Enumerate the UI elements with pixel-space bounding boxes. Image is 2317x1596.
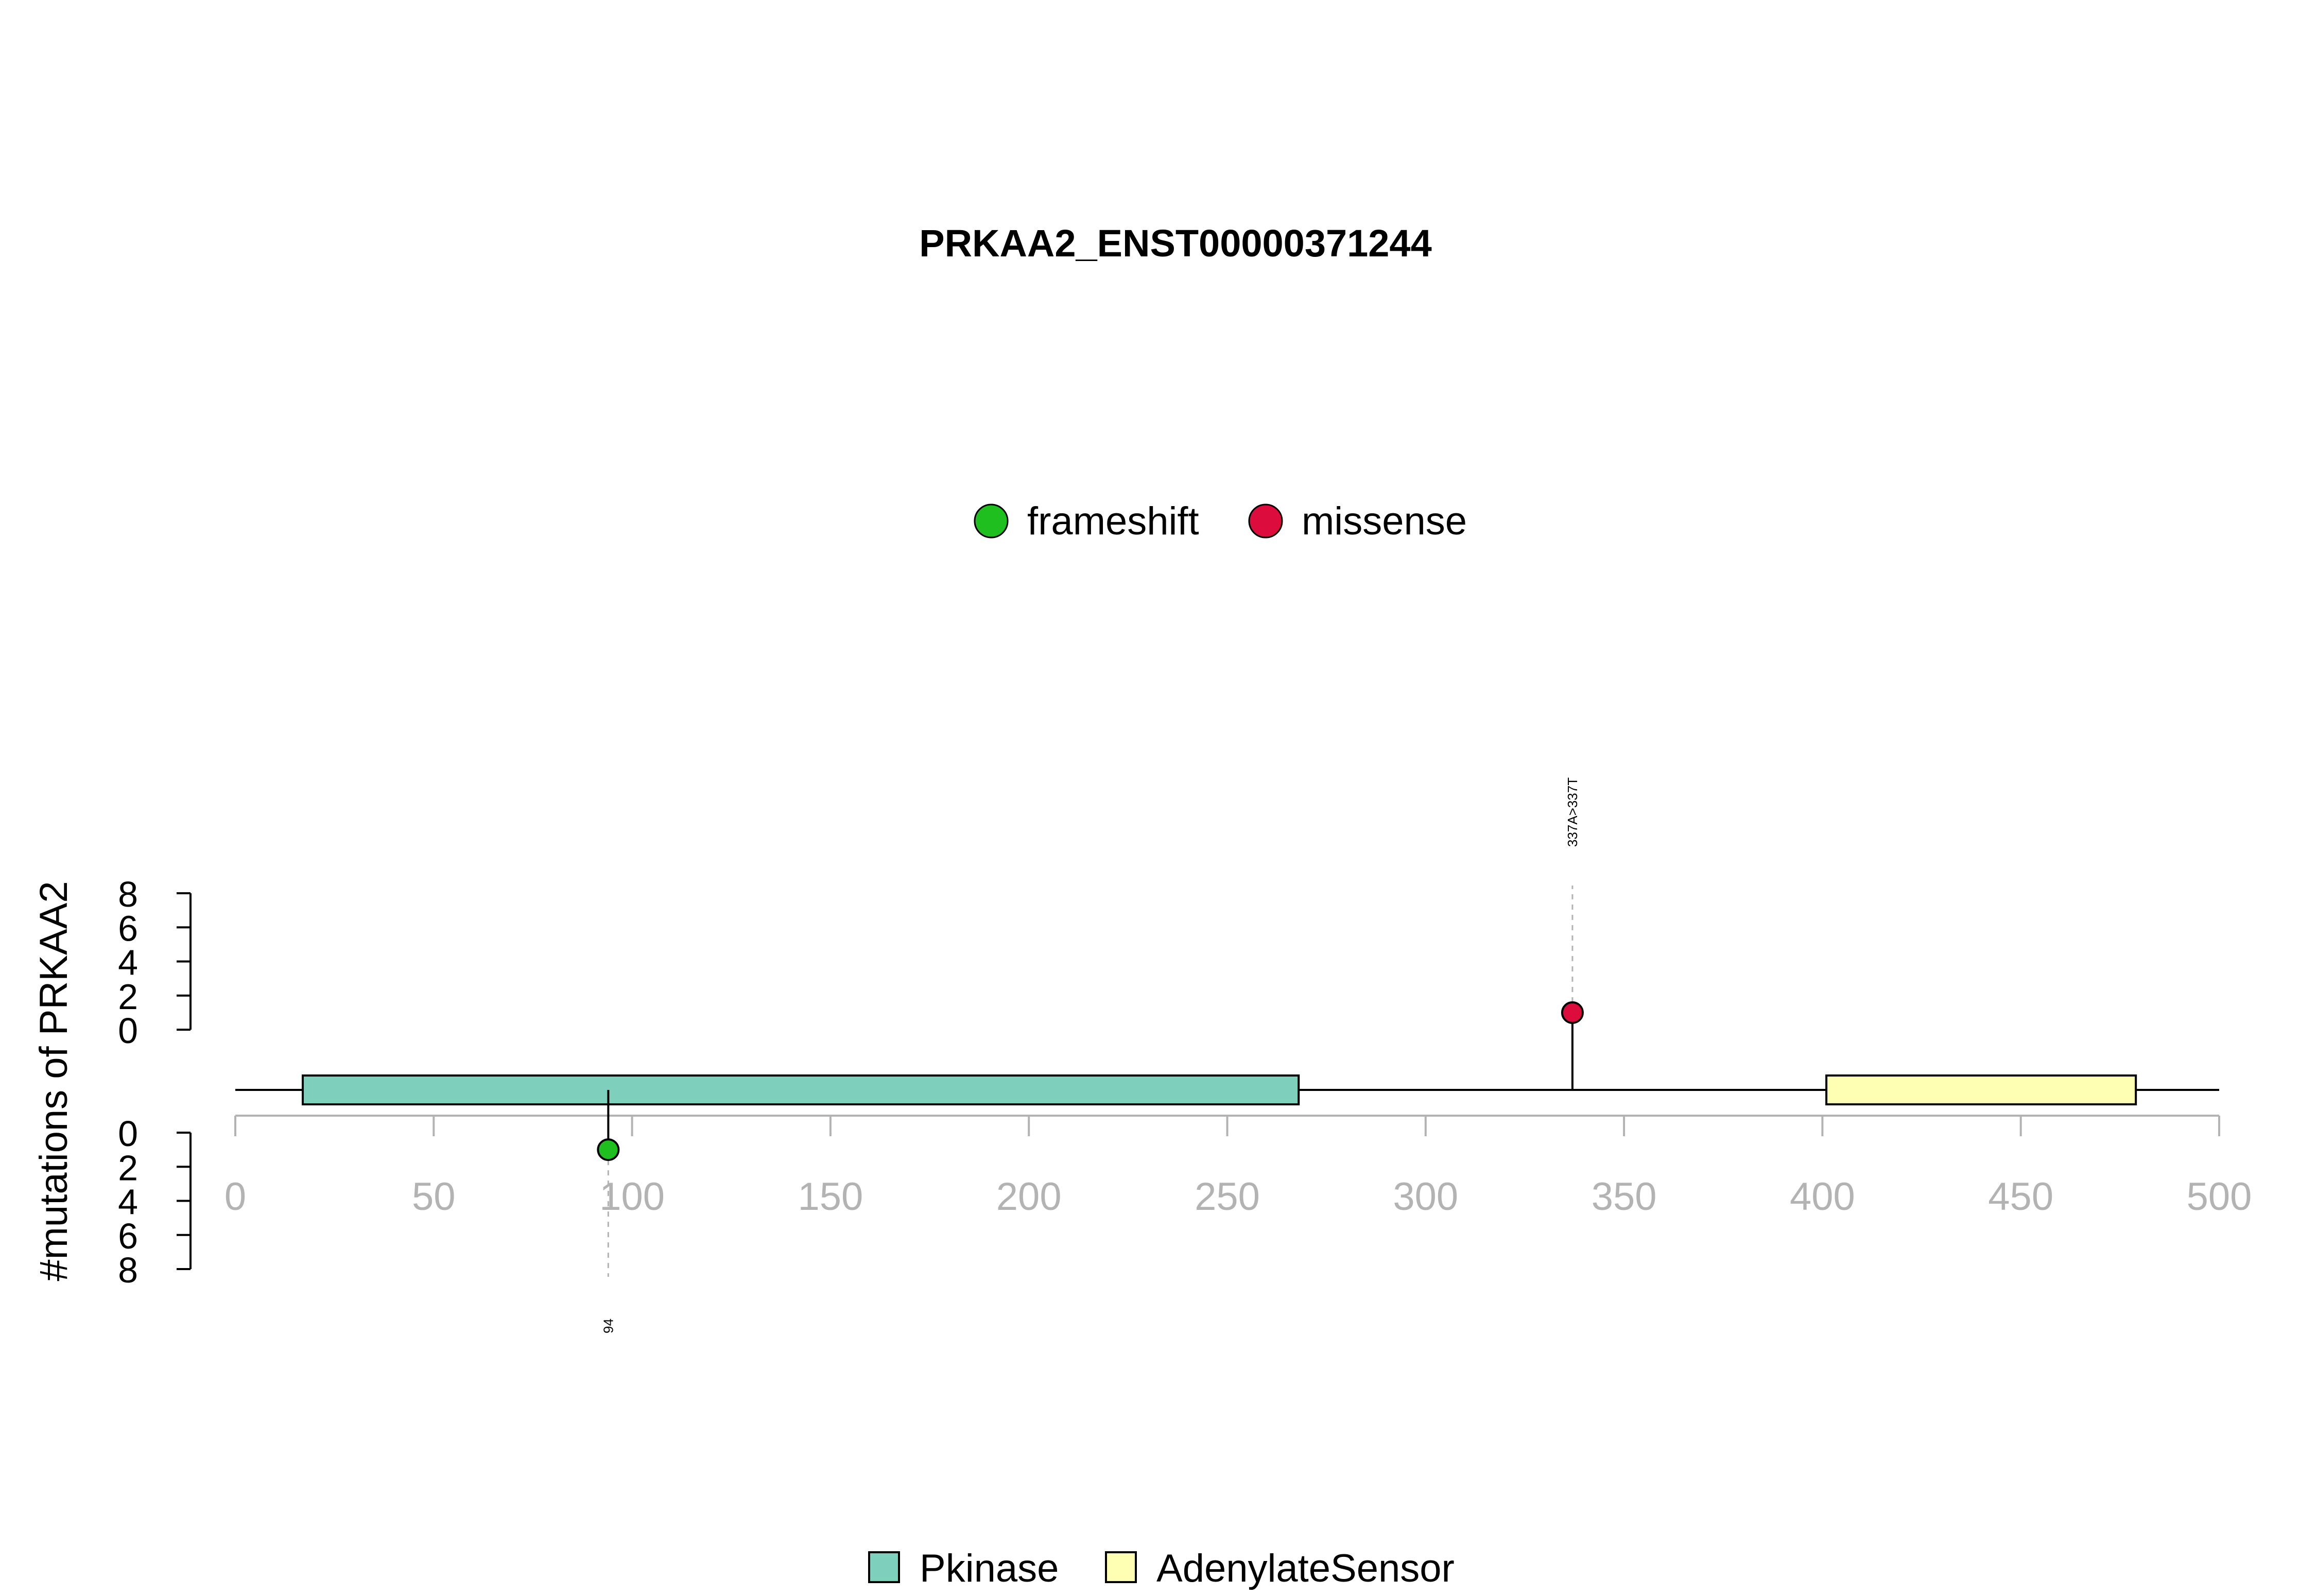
x-tick-label-0: 0 [224, 1175, 246, 1219]
y-tick-label-lower-6: 6 [118, 1216, 138, 1256]
legend-missense-label: missense [1302, 499, 1467, 543]
x-tick-label-150: 150 [798, 1175, 863, 1219]
mutation-label-94: 94 [600, 1319, 616, 1333]
legend-missense-marker [1248, 504, 1283, 539]
legend-frameshift-label: frameshift [1027, 499, 1199, 543]
y-tick-label-lower-0: 0 [118, 1114, 138, 1154]
mutation-94: 94 [597, 1090, 620, 1333]
x-tick-label-100: 100 [599, 1175, 665, 1219]
domain-legend: Pkinase AdenylateSensor [868, 1547, 1455, 1590]
y-tick-label-lower-2: 2 [118, 1148, 138, 1188]
x-tick-label-300: 300 [1393, 1175, 1458, 1219]
y-tick-label-upper-0: 0 [118, 1011, 138, 1051]
chart-title: PRKAA2_ENST00000371244 [919, 222, 1432, 265]
mutation-lollipops: 94 337A>337T [597, 777, 1584, 1333]
x-tick-label-250: 250 [1195, 1175, 1260, 1219]
mutation-label-337: 337A>337T [1565, 777, 1580, 847]
y-tick-label-lower-8: 8 [118, 1250, 138, 1290]
legend-frameshift-marker [974, 504, 1009, 539]
mutation-head-337 [1561, 1001, 1584, 1024]
domain-Pkinase [302, 1074, 1300, 1105]
x-tick-label-350: 350 [1592, 1175, 1657, 1219]
mutation-head-94 [597, 1138, 620, 1161]
y-tick-label-upper-2: 2 [118, 977, 138, 1017]
y-tick-label-lower-4: 4 [118, 1182, 138, 1222]
y-tick-label-upper-4: 4 [118, 943, 138, 983]
x-tick-label-50: 50 [412, 1175, 456, 1219]
mutation-legend: frameshift missense [974, 499, 1467, 543]
legend-AdenylateSensor-label: AdenylateSensor [1156, 1547, 1455, 1590]
x-tick-label-400: 400 [1790, 1175, 1855, 1219]
x-tick-label-200: 200 [996, 1175, 1062, 1219]
legend-Pkinase-label: Pkinase [920, 1547, 1059, 1590]
legend-Pkinase-swatch [868, 1551, 900, 1583]
x-tick-label-450: 450 [1988, 1175, 2053, 1219]
y-axis-label: #mutations of PRKAA2 [32, 881, 76, 1281]
y-tick-label-upper-8: 8 [118, 874, 138, 914]
domain-boxes [302, 1074, 2137, 1105]
x-axis: 0 50 100 150 200 250 300 350 400 450 500 [224, 1115, 2252, 1219]
y-tick-label-upper-6: 6 [118, 908, 138, 948]
legend-AdenylateSensor-swatch [1105, 1551, 1137, 1583]
mutation-337: 337A>337T [1561, 777, 1584, 1090]
domain-AdenylateSensor [1825, 1074, 2137, 1105]
x-tick-label-500: 500 [2187, 1175, 2252, 1219]
